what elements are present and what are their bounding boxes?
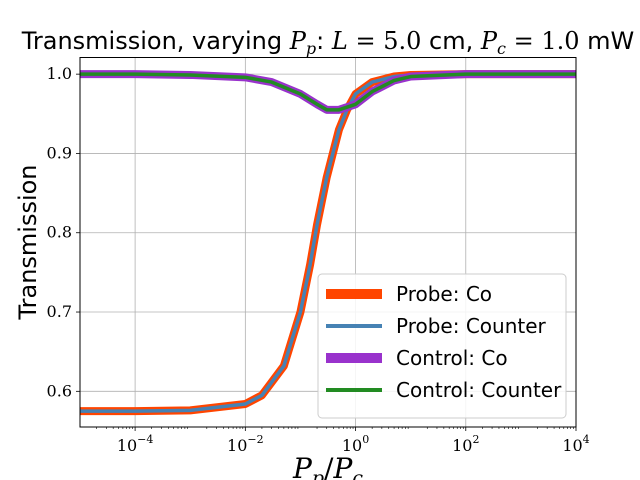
series-lines [80, 70, 576, 416]
legend-box [317, 273, 567, 419]
title-eq-pc: = 1.0 [506, 27, 580, 55]
x-axis-label: Pp/Pc [292, 452, 363, 480]
x-label-num: P [292, 452, 313, 480]
x-label-num-sub: p [312, 467, 324, 480]
chart-title: Transmission, varying Pp: L = 5.0 cm, Pc… [21, 27, 635, 58]
x-label-den-sub: c [352, 467, 363, 480]
title-unit-mw: mW [580, 27, 635, 55]
y-tick-label: 0.9 [47, 143, 72, 162]
title-var-pp: P [289, 27, 307, 55]
series-line-4 [80, 72, 576, 112]
y-axis-ticks: 0.6 0.7 0.8 0.9 1.0 [47, 64, 80, 400]
title-var-pp-sub: p [306, 39, 316, 58]
y-tick-label: 0.6 [47, 381, 72, 400]
title-unit-cm: cm, [421, 27, 480, 55]
title-colon: : [316, 27, 332, 55]
legend-label-2: Probe: Counter [396, 314, 547, 338]
x-tick-label: 104 [562, 433, 589, 455]
x-tick-label: 10−4 [117, 433, 154, 455]
x-tick-label: 100 [342, 433, 369, 455]
title-var-l: L [331, 27, 348, 55]
legend-label-3: Control: Co [396, 346, 508, 370]
x-label-den: P [332, 452, 353, 480]
title-var-pc-sub: c [497, 39, 506, 58]
title-eq-l: = 5.0 [348, 27, 422, 55]
x-tick-label: 10−2 [227, 433, 264, 455]
title-prefix: Transmission, varying [21, 27, 290, 55]
x-axis-ticks: 10−4 10−2 100 102 104 [96, 427, 590, 455]
legend: Probe: Co Probe: Counter Control: Co Contro… [317, 273, 567, 419]
y-axis-label: Transmission [14, 164, 42, 320]
y-tick-label: 0.8 [47, 223, 72, 242]
legend-label-4: Control: Counter [396, 378, 562, 402]
y-tick-label: 0.7 [47, 302, 72, 321]
legend-label-1: Probe: Co [396, 282, 492, 306]
title-var-pc: P [480, 27, 498, 55]
x-label-slash: / [324, 452, 334, 480]
x-tick-label: 102 [452, 433, 479, 455]
plot-frame [79, 57, 577, 428]
y-tick-label: 1.0 [47, 64, 72, 83]
